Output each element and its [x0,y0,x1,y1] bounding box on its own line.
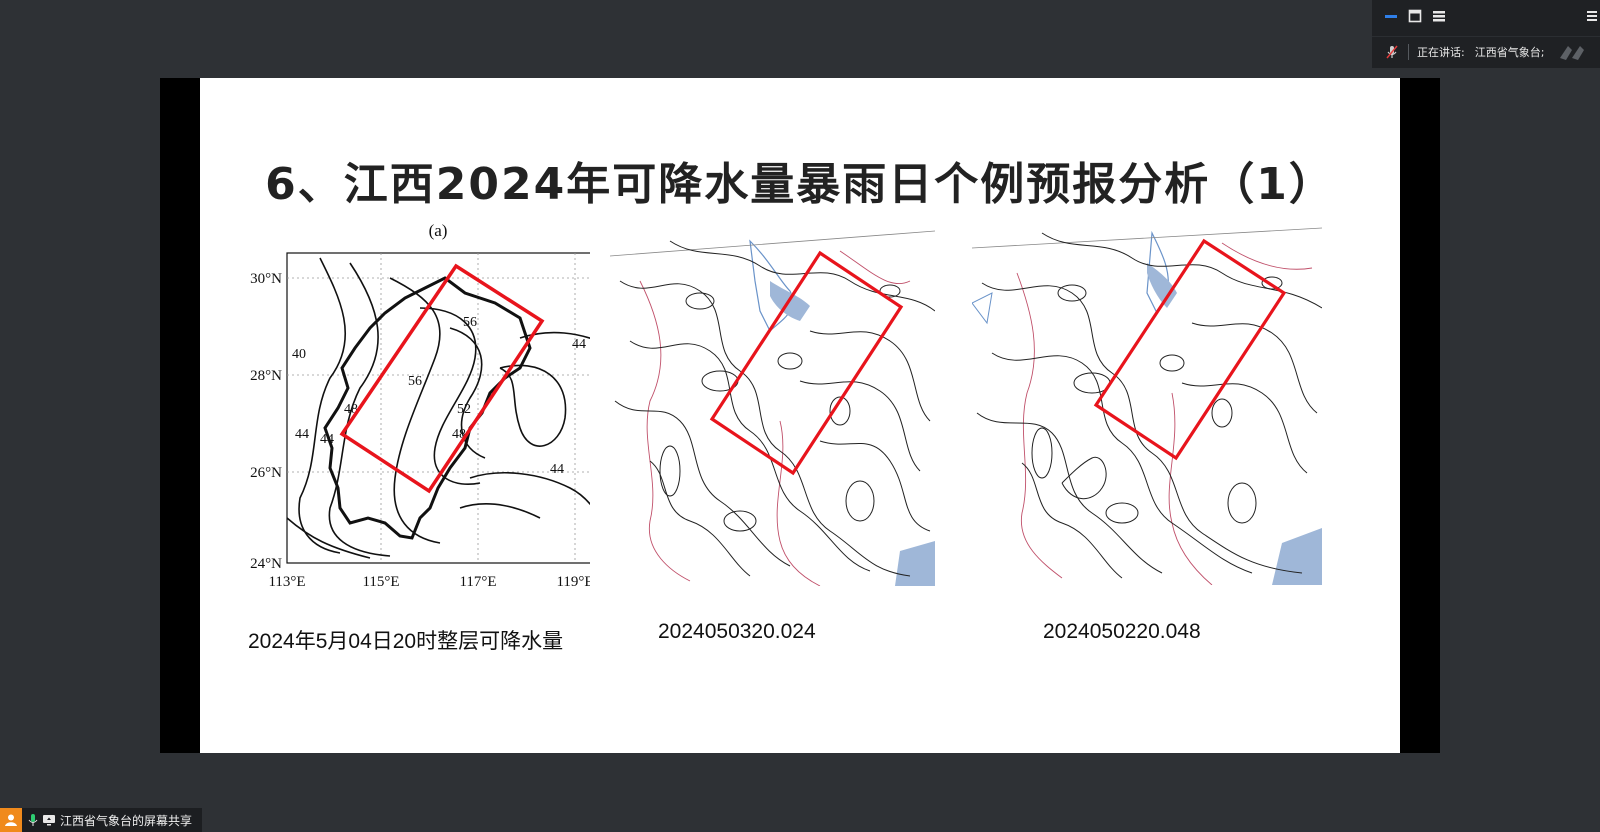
caption-forecast-24h: 2024050320.024 [658,620,816,643]
contour-label: 44 [295,427,309,442]
lon-label: 115°E [362,574,399,590]
contour-label: 56 [408,374,422,389]
list-view-icon[interactable] [1430,7,1448,25]
presentation-slide: 6、江西2024年可降水量暴雨日个例预报分析（1） (a) [200,78,1400,753]
screen-share-icon [43,815,55,826]
lat-label: 30°N [250,271,282,287]
audio-level-icon [1560,46,1585,60]
speaking-label: 正在讲话: [1417,46,1465,59]
caption-observed: 2024年5月04日20时整层可降水量 [248,630,564,653]
contour-label: 40 [292,347,306,362]
divider [1408,44,1409,60]
lat-label: 24°N [250,556,282,572]
lon-label: 117°E [459,574,496,590]
contour-label: 44 [572,337,586,352]
contour-label: 44 [550,462,564,477]
user-icon [0,808,22,832]
minimize-icon[interactable] [1382,7,1400,25]
menu-icon[interactable] [1582,7,1600,25]
mic-muted-icon [1386,45,1398,59]
map-panel-forecast-48h [972,213,1322,585]
shared-screen: 6、江西2024年可降水量暴雨日个例预报分析（1） (a) [160,78,1440,753]
caption-forecast-48h: 2024050220.048 [1043,620,1201,643]
window-icon[interactable] [1406,7,1424,25]
meeting-panel: 正在讲话: 江西省气象台; [1372,0,1600,68]
map-panel-observed: (a) [250,221,590,590]
lon-label: 119°E [556,574,590,590]
panel-label: (a) [429,221,448,240]
lat-label: 26°N [250,465,282,481]
contour-label: 56 [463,315,477,330]
contour-label: 44 [320,432,334,447]
share-label: 江西省气象台的屏幕共享 [60,813,193,828]
map-panel-forecast-24h [610,221,935,586]
screen-share-bar[interactable]: 江西省气象台的屏幕共享 [0,808,202,832]
window-controls [1382,6,1600,26]
speaking-indicator: 正在讲话: 江西省气象台; [1372,36,1600,67]
contour-label: 52 [457,402,471,417]
lat-label: 28°N [250,368,282,384]
slide-title: 6、江西2024年可降水量暴雨日个例预报分析（1） [265,159,1335,210]
lon-label: 113°E [268,574,305,590]
mic-icon [28,814,38,826]
speaker-name: 江西省气象台; [1474,46,1545,59]
